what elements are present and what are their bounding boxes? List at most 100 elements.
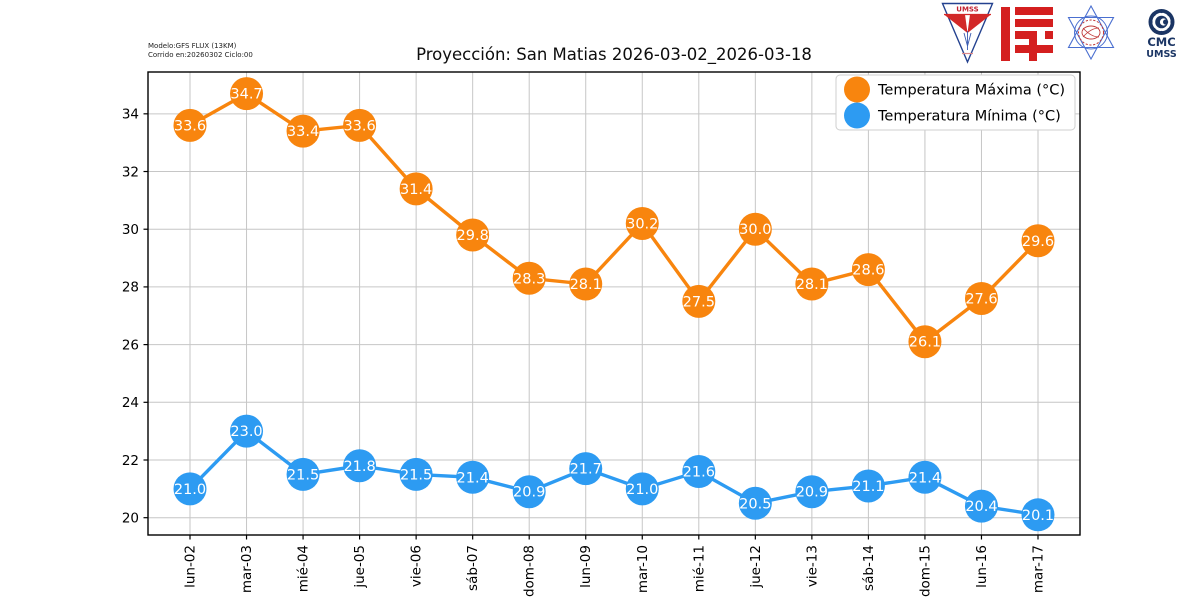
data-point-marker	[230, 414, 264, 448]
y-tick-label: 34	[122, 107, 139, 123]
data-point-marker	[625, 206, 659, 240]
data-point-label: 20.4	[965, 499, 997, 515]
data-point-marker	[908, 460, 942, 494]
data-point-marker	[964, 489, 998, 523]
data-point-marker	[343, 108, 377, 142]
data-point-marker	[399, 457, 433, 491]
data-point-label: 29.6	[1022, 234, 1054, 250]
x-tick-label: dom-08	[522, 545, 538, 597]
data-point-label: 31.4	[400, 182, 432, 198]
data-point-label: 28.6	[852, 263, 884, 279]
x-tick-label: lun-16	[974, 545, 990, 588]
x-tick-label: mar-17	[1031, 545, 1047, 593]
fcyt-logo	[999, 5, 1055, 67]
data-point-marker	[173, 108, 207, 142]
data-point-marker	[1021, 498, 1055, 532]
data-point-label: 20.5	[739, 496, 771, 512]
y-tick-label: 26	[122, 337, 139, 353]
x-tick-label: vie-06	[409, 545, 425, 587]
data-point-marker	[964, 281, 998, 315]
x-tick-label: mié-11	[691, 545, 707, 592]
umss-pennant-label: UMSS	[956, 6, 978, 14]
data-point-marker	[569, 267, 603, 301]
y-tick-label: 22	[122, 453, 139, 469]
data-point-label: 33.4	[287, 124, 319, 140]
data-point-marker	[682, 284, 716, 318]
x-tick-label: sáb-07	[465, 545, 481, 591]
x-tick-label: sáb-14	[861, 545, 877, 591]
data-point-label: 27.6	[965, 291, 997, 307]
y-tick-label: 20	[122, 510, 139, 526]
data-point-label: 20.1	[1022, 508, 1054, 524]
cmc-label: CMC	[1147, 35, 1175, 49]
data-point-marker	[286, 114, 320, 148]
data-point-marker	[512, 261, 546, 295]
physics-seal-icon	[1067, 4, 1115, 61]
data-point-marker	[795, 267, 829, 301]
y-tick-label: 30	[122, 222, 139, 238]
legend-swatch	[844, 76, 870, 103]
data-point-label: 29.8	[457, 228, 489, 244]
data-point-label: 21.1	[852, 479, 884, 495]
data-point-marker	[851, 469, 885, 503]
data-point-label: 21.5	[400, 467, 432, 483]
series-line	[189, 91, 1040, 345]
data-point-label: 30.2	[626, 216, 658, 232]
data-point-label: 26.1	[909, 335, 941, 351]
data-point-marker	[851, 253, 885, 287]
data-point-label: 21.5	[287, 467, 319, 483]
data-point-label: 28.3	[513, 271, 545, 287]
umss-pennant-icon: UMSS	[941, 2, 994, 64]
series-line	[188, 428, 1039, 517]
legend-label: Temperatura Mínima (°C)	[877, 109, 1061, 125]
y-tick-label: 24	[122, 395, 139, 411]
x-tick-label: vie-13	[804, 545, 820, 587]
data-point-label: 28.1	[796, 277, 828, 293]
data-point-marker	[286, 457, 320, 491]
y-tick-label: 32	[122, 164, 139, 180]
data-point-marker	[230, 77, 264, 111]
data-point-label: 28.1	[570, 277, 602, 293]
data-point-label: 21.0	[174, 482, 206, 498]
data-point-label: 21.7	[570, 462, 602, 478]
data-point-marker	[569, 452, 603, 486]
x-tick-label: mié-04	[296, 545, 312, 592]
data-point-label: 30.0	[739, 222, 771, 238]
physics-department-seal	[1062, 2, 1120, 67]
data-point-marker	[456, 218, 490, 252]
legend	[835, 74, 1076, 131]
data-point-label: 20.9	[513, 485, 545, 501]
data-point-marker	[738, 212, 772, 246]
data-point-label: 20.9	[796, 485, 828, 501]
data-point-label: 21.8	[343, 459, 375, 475]
data-point-marker	[1021, 224, 1055, 258]
data-point-marker	[173, 472, 207, 506]
data-point-marker	[343, 449, 377, 483]
umss-pennant-logo: UMSS	[941, 2, 994, 68]
data-point-label: 21.0	[626, 482, 658, 498]
data-point-label: 21.4	[909, 470, 941, 486]
legend-label: Temperatura Máxima (°C)	[877, 83, 1065, 99]
cmc-umss-logo: CMC UMSS	[1139, 7, 1184, 64]
cmc-umss-label: UMSS	[1146, 49, 1177, 60]
x-tick-label: mar-03	[239, 545, 255, 593]
x-tick-label: lun-09	[578, 545, 594, 588]
x-tick-label: lun-02	[183, 545, 199, 588]
x-tick-label: jue-05	[352, 545, 368, 589]
data-point-marker	[795, 475, 829, 509]
x-tick-label: jue-12	[748, 545, 764, 589]
legend-swatch	[844, 102, 870, 129]
data-point-label: 27.5	[683, 294, 715, 310]
data-point-marker	[456, 460, 490, 494]
data-point-label: 34.7	[230, 87, 262, 103]
x-tick-label: dom-15	[917, 545, 933, 597]
data-point-marker	[682, 455, 716, 489]
model-name-text: Modelo:GFS FLUX (13KM)	[148, 42, 237, 50]
data-point-marker	[625, 472, 659, 506]
data-point-label: 21.4	[457, 470, 489, 486]
data-point-label: 21.6	[683, 465, 715, 481]
fcyt-icon	[1001, 7, 1053, 61]
cmc-umss-icon: CMC UMSS	[1146, 9, 1177, 60]
data-point-marker	[908, 325, 942, 359]
